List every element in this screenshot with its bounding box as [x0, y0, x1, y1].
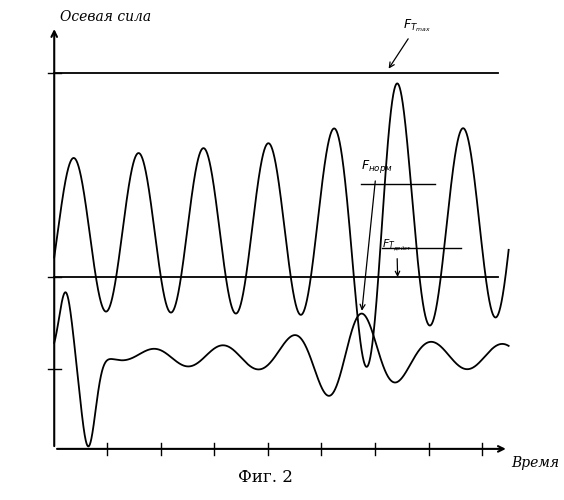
Text: Фиг. 2: Фиг. 2: [238, 469, 293, 486]
Text: Осевая сила: Осевая сила: [60, 10, 151, 24]
Text: $F_{норм}$: $F_{норм}$: [360, 158, 393, 310]
Text: $F_{T_{max}}$: $F_{T_{max}}$: [389, 17, 431, 68]
Text: $F_{T_{д е й с т}}$: $F_{T_{д е й с т}}$: [382, 238, 412, 276]
Text: Время: Время: [512, 456, 559, 470]
